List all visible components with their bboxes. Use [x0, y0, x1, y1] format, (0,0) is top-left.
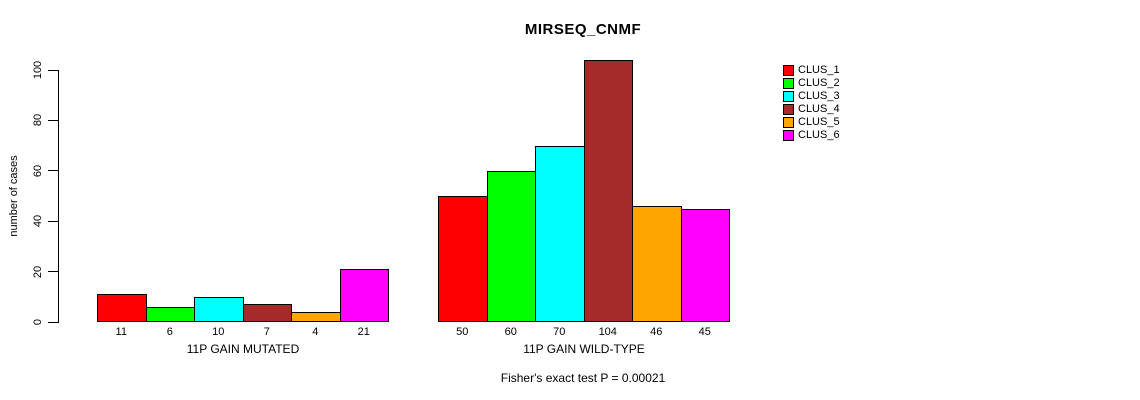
- y-tick-label: 0: [32, 318, 44, 326]
- bar-value-label: 46: [650, 326, 663, 338]
- legend-label: CLUS_5: [798, 116, 840, 128]
- bar-value-label: 21: [357, 326, 370, 338]
- bar-clus_6: [680, 208, 730, 322]
- legend-swatch-clus_6: [783, 130, 794, 141]
- bar-clus_1: [438, 196, 488, 322]
- bar-clus_2: [486, 170, 536, 322]
- y-axis-label: number of cases: [8, 155, 20, 237]
- bar-clus_6: [339, 269, 389, 322]
- bar-value-label: 70: [553, 326, 566, 338]
- y-tick: [48, 69, 58, 71]
- bar-clus_4: [583, 59, 633, 322]
- bar-clus_4: [242, 304, 292, 322]
- legend-swatch-clus_3: [783, 91, 794, 102]
- bar-value-label: 10: [212, 326, 225, 338]
- bar-value-label: 45: [698, 326, 711, 338]
- legend-swatch-clus_4: [783, 104, 794, 115]
- y-tick: [48, 321, 58, 323]
- y-tick-label: 20: [32, 265, 44, 278]
- bar-clus_1: [97, 294, 147, 322]
- bar-value-label: 60: [504, 326, 517, 338]
- bar-clus_2: [145, 306, 195, 322]
- x-axis-group-label-wild-type: 11P GAIN WILD-TYPE: [523, 342, 645, 356]
- legend-swatch-clus_5: [783, 117, 794, 128]
- chart-title: MIRSEQ_CNMF: [524, 21, 642, 38]
- y-tick-label: 60: [32, 164, 44, 177]
- bar-clus_3: [194, 296, 244, 322]
- stat-annotation: Fisher's exact test P = 0.00021: [500, 371, 666, 385]
- bar-clus_3: [535, 145, 585, 322]
- legend-label: CLUS_2: [798, 77, 840, 89]
- legend-swatch-clus_1: [783, 65, 794, 76]
- y-tick-label: 80: [32, 114, 44, 127]
- legend-label: CLUS_4: [798, 103, 840, 115]
- y-axis-line: [58, 70, 59, 323]
- legend-label: CLUS_3: [798, 90, 840, 102]
- bar-value-label: 7: [263, 326, 270, 338]
- bar-value-label: 104: [598, 326, 617, 338]
- bar-value-label: 4: [312, 326, 319, 338]
- y-tick-label: 40: [32, 215, 44, 228]
- y-tick: [48, 170, 58, 172]
- legend-swatch-clus_2: [783, 78, 794, 89]
- y-tick-label: 100: [32, 60, 44, 80]
- legend-label: CLUS_1: [798, 64, 840, 76]
- x-axis-group-label-mutated: 11P GAIN MUTATED: [186, 342, 300, 356]
- legend-label: CLUS_6: [798, 129, 840, 141]
- bar-value-label: 6: [166, 326, 173, 338]
- bar-value-label: 50: [456, 326, 469, 338]
- y-tick: [48, 119, 58, 121]
- bar-clus_5: [632, 206, 682, 322]
- y-tick: [48, 271, 58, 273]
- bar-clus_5: [291, 311, 341, 322]
- y-tick: [48, 220, 58, 222]
- bar-value-label: 11: [115, 326, 127, 338]
